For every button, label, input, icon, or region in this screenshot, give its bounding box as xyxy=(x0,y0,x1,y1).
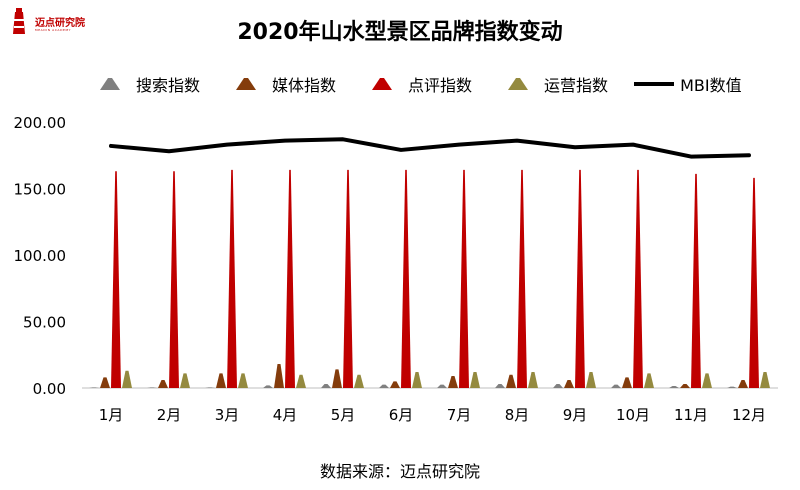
bar-search xyxy=(205,387,215,388)
y-tick-label: 0.00 xyxy=(33,380,66,398)
bar-operation xyxy=(760,372,770,388)
bar-review xyxy=(749,177,759,388)
logo-name: 迈点研究院 xyxy=(35,18,85,29)
legend-label-review: 点评指数 xyxy=(408,76,473,95)
bar-media xyxy=(274,364,284,388)
bar-operation xyxy=(470,372,480,388)
bar-review xyxy=(575,169,585,388)
bar-search xyxy=(553,384,563,388)
data-source: 数据来源：迈点研究院 xyxy=(319,462,480,481)
bar-operation xyxy=(238,373,248,388)
bar-operation xyxy=(180,373,190,388)
legend-swatch-media xyxy=(236,78,257,90)
bar-review xyxy=(459,169,469,388)
bar-review xyxy=(517,169,527,388)
bar-search xyxy=(89,387,99,388)
bar-operation xyxy=(412,372,422,388)
bar-review xyxy=(633,169,643,388)
bar-operation xyxy=(644,373,654,388)
bar-search xyxy=(727,386,737,388)
x-tick-label: 10月 xyxy=(616,406,650,424)
x-tick-label: 11月 xyxy=(674,406,708,424)
x-tick-label: 1月 xyxy=(99,406,124,424)
x-tick-label: 9月 xyxy=(563,406,588,424)
bar-operation xyxy=(528,372,538,388)
bar-media xyxy=(216,373,226,388)
bar-media xyxy=(332,369,342,388)
legend-label-mbi: MBI数值 xyxy=(680,76,742,95)
x-tick-label: 3月 xyxy=(215,406,240,424)
legend-item-mbi: MBI数值 xyxy=(634,72,742,96)
legend-item-operation: 运营指数 xyxy=(498,72,608,96)
bar-media xyxy=(564,380,574,388)
x-tick-label: 4月 xyxy=(273,406,298,424)
legend-label-media: 媒体指数 xyxy=(272,76,337,95)
bar-media xyxy=(680,384,690,388)
bar-media xyxy=(158,380,168,388)
legend-swatch-search xyxy=(100,78,120,90)
y-tick-label: 100.00 xyxy=(14,247,67,265)
legend-item-search: 搜索指数 xyxy=(90,72,200,96)
bar-media xyxy=(390,381,400,388)
chart-title: 2020年山水型景区品牌指数变动 xyxy=(237,20,563,45)
bar-review xyxy=(111,171,121,388)
bar-search xyxy=(611,384,621,388)
bar-review xyxy=(691,173,701,388)
x-tick-label: 12月 xyxy=(732,406,766,424)
bar-operation xyxy=(586,372,596,388)
bar-search xyxy=(263,385,273,388)
bar-media xyxy=(506,374,516,388)
y-tick-label: 200.00 xyxy=(14,114,67,132)
lighthouse-icon xyxy=(13,8,25,34)
chart-legend: 搜索指数 媒体指数 点评指数 运营指数 MBI数值 xyxy=(90,72,768,96)
legend-label-operation: 运营指数 xyxy=(544,76,609,95)
bar-review xyxy=(285,169,295,388)
bar-search xyxy=(495,384,505,388)
bar-review xyxy=(169,171,179,388)
x-tick-label: 8月 xyxy=(505,406,530,424)
bar-review xyxy=(343,169,353,388)
bar-operation xyxy=(702,373,712,388)
logo-subtitle: MEADIN ACADEMY xyxy=(35,28,72,32)
x-tick-label: 7月 xyxy=(447,406,472,424)
y-tick-label: 50.00 xyxy=(23,314,66,332)
bar-review xyxy=(227,169,237,388)
x-tick-label: 2月 xyxy=(157,406,182,424)
brand-logo: 迈点研究院 MEADIN ACADEMY xyxy=(6,6,85,36)
bar-media xyxy=(738,380,748,388)
x-tick-label: 6月 xyxy=(389,406,414,424)
legend-line-mbi xyxy=(634,82,675,86)
bar-media xyxy=(622,377,632,388)
bar-search xyxy=(669,386,679,388)
x-tick-label: 5月 xyxy=(331,406,356,424)
line-mbi xyxy=(109,137,751,159)
legend-label-search: 搜索指数 xyxy=(136,76,201,95)
bar-search xyxy=(379,384,389,388)
bar-media xyxy=(448,376,458,388)
y-tick-label: 150.00 xyxy=(14,181,67,199)
legend-item-review: 点评指数 xyxy=(362,72,472,96)
legend-swatch-operation xyxy=(508,78,529,90)
bar-operation xyxy=(296,374,306,388)
bar-review xyxy=(401,169,411,388)
legend-item-media: 媒体指数 xyxy=(226,72,336,96)
legend-swatch-review xyxy=(372,78,393,90)
bar-search xyxy=(147,387,157,388)
bar-operation xyxy=(354,374,364,388)
bar-operation xyxy=(122,370,132,388)
bar-search xyxy=(437,384,447,388)
bar-media xyxy=(100,377,110,388)
bar-search xyxy=(321,384,331,388)
